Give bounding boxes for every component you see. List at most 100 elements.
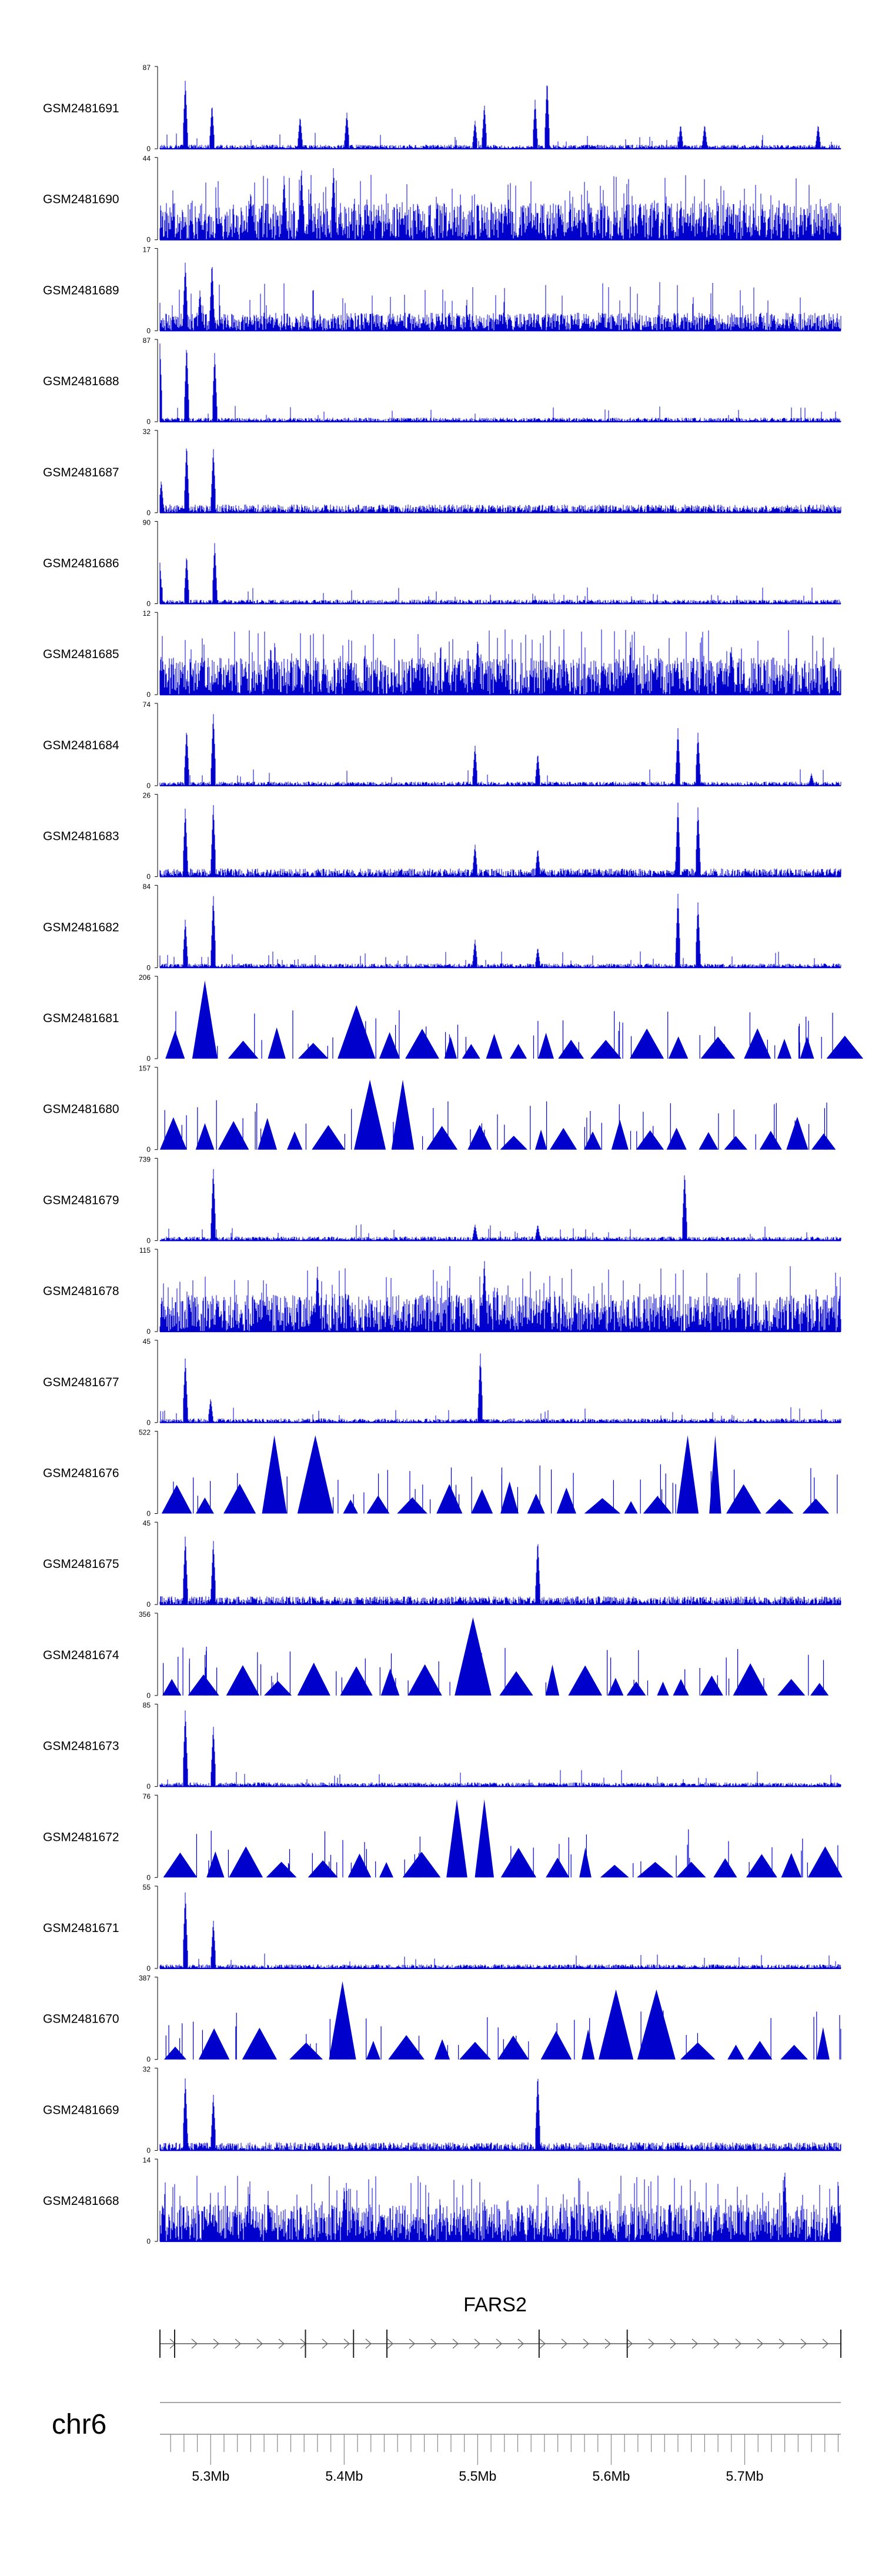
signal-spikes — [173, 1464, 838, 1514]
strand-arrow — [670, 2338, 676, 2349]
strand-arrow — [583, 2338, 589, 2349]
ymin-label: 0 — [146, 418, 151, 426]
ymin-label: 0 — [146, 782, 151, 790]
ymax-label: 12 — [143, 609, 151, 618]
ymin-label: 0 — [146, 145, 151, 153]
strand-arrow — [496, 2338, 502, 2349]
strand-arrow — [779, 2338, 785, 2349]
strand-arrow — [713, 2338, 720, 2349]
track-GSM2481683: GSM2481683 26 0 — [43, 792, 841, 881]
strand-arrow — [213, 2338, 219, 2349]
ymax-label: 76 — [143, 1792, 151, 1800]
ymin-label: 0 — [146, 1691, 151, 1700]
strand-arrow — [365, 2338, 372, 2349]
signal-bars — [159, 1536, 841, 1605]
ymin-label: 0 — [146, 600, 151, 608]
ymax-label: 14 — [143, 2156, 151, 2164]
ymin-label: 0 — [146, 509, 151, 517]
ymax-label: 157 — [139, 1065, 151, 1073]
track-label: GSM2481686 — [43, 557, 119, 570]
strand-arrow — [822, 2338, 828, 2349]
ymax-label: 739 — [139, 1155, 151, 1163]
strand-arrow — [322, 2338, 328, 2349]
signal-bars — [159, 81, 841, 149]
track-label: GSM2481683 — [43, 830, 119, 843]
track-GSM2481685: GSM2481685 12 0 — [43, 609, 841, 699]
track-label: GSM2481671 — [43, 1921, 119, 1935]
track-label: GSM2481684 — [43, 739, 119, 752]
ymax-label: 87 — [143, 64, 151, 72]
signal-bars — [159, 262, 841, 331]
track-GSM2481670: GSM2481670 387 0 — [43, 1974, 841, 2064]
strand-arrow — [235, 2338, 241, 2349]
signal-bars — [159, 343, 841, 422]
track-label: GSM2481681 — [43, 1012, 119, 1025]
track-GSM2481682: GSM2481682 84 0 — [43, 882, 841, 972]
track-GSM2481668: GSM2481668 14 0 — [43, 2156, 841, 2245]
signal-area — [163, 1981, 830, 2060]
track-label: GSM2481675 — [43, 1557, 119, 1571]
ymin-label: 0 — [146, 1873, 151, 1881]
strand-arrow — [735, 2338, 741, 2349]
track-GSM2481674: GSM2481674 356 0 — [43, 1610, 829, 1700]
track-label: GSM2481678 — [43, 1284, 119, 1298]
track-label: GSM2481682 — [43, 920, 119, 934]
strand-arrow — [191, 2338, 198, 2349]
track-label: GSM2481677 — [43, 1376, 119, 1389]
strand-arrow — [561, 2338, 567, 2349]
signal-bars — [159, 1892, 841, 1968]
track-GSM2481673: GSM2481673 85 0 — [43, 1701, 841, 1791]
ymax-label: 17 — [143, 245, 151, 253]
signal-bars — [159, 448, 841, 513]
strand-arrow — [387, 2338, 393, 2349]
ymin-label: 0 — [146, 1146, 151, 1154]
track-GSM2481677: GSM2481677 45 0 — [43, 1337, 841, 1427]
track-GSM2481686: GSM2481686 90 0 — [43, 519, 841, 608]
ymin-label: 0 — [146, 1964, 151, 1973]
track-GSM2481671: GSM2481671 55 0 — [43, 1883, 841, 1973]
ymax-label: 387 — [139, 1974, 151, 1983]
strand-arrow — [626, 2338, 633, 2349]
strand-arrow — [539, 2338, 546, 2349]
track-GSM2481680: GSM2481680 157 0 — [43, 1065, 836, 1154]
signal-bars — [159, 714, 841, 786]
signal-bars — [159, 1710, 841, 1787]
tick-label: 5.3Mb — [192, 2468, 229, 2484]
track-label: GSM2481679 — [43, 1193, 119, 1207]
signal-bars — [159, 2078, 841, 2151]
ymin-label: 0 — [146, 873, 151, 881]
signal-spikes — [164, 1100, 827, 1150]
track-GSM2481690: GSM2481690 44 0 — [43, 155, 841, 244]
ymin-label: 0 — [146, 326, 151, 335]
ymax-label: 356 — [139, 1610, 151, 1619]
ymax-label: 26 — [143, 792, 151, 800]
genome-axis: chr6 5.3Mb 5.4Mb 5.5Mb 5.6Mb 5.7Mb — [52, 2402, 841, 2484]
signal-bars — [159, 1169, 841, 1241]
track-label: GSM2481687 — [43, 466, 119, 479]
ymin-label: 0 — [146, 690, 151, 699]
ymax-label: 44 — [143, 155, 151, 163]
strand-arrow — [256, 2338, 263, 2349]
tick-label: 5.7Mb — [726, 2468, 764, 2484]
track-GSM2481679: GSM2481679 739 0 — [43, 1155, 841, 1244]
track-GSM2481688: GSM2481688 87 0 — [43, 336, 841, 426]
strand-arrow — [757, 2338, 763, 2349]
signal-bars — [159, 802, 841, 877]
signal-bars — [159, 1353, 841, 1423]
ymax-label: 90 — [143, 519, 151, 527]
tick-label: 5.6Mb — [592, 2468, 630, 2484]
tick-label: 5.4Mb — [325, 2468, 363, 2484]
signal-tracks: GSM2481691870GSM2481690440GSM2481689170G… — [43, 64, 864, 2245]
track-label: GSM2481691 — [43, 102, 119, 115]
strand-arrow — [517, 2338, 524, 2349]
signal-area — [165, 980, 864, 1059]
track-label: GSM2481676 — [43, 1467, 119, 1480]
strand-arrow — [409, 2338, 415, 2349]
chromosome-label: chr6 — [52, 2409, 106, 2440]
signal-bars — [159, 543, 841, 604]
track-label: GSM2481690 — [43, 193, 119, 206]
ymax-label: 206 — [139, 973, 151, 982]
strand-arrows — [169, 2338, 828, 2349]
ymin-label: 0 — [146, 2146, 151, 2154]
strand-arrow — [648, 2338, 654, 2349]
